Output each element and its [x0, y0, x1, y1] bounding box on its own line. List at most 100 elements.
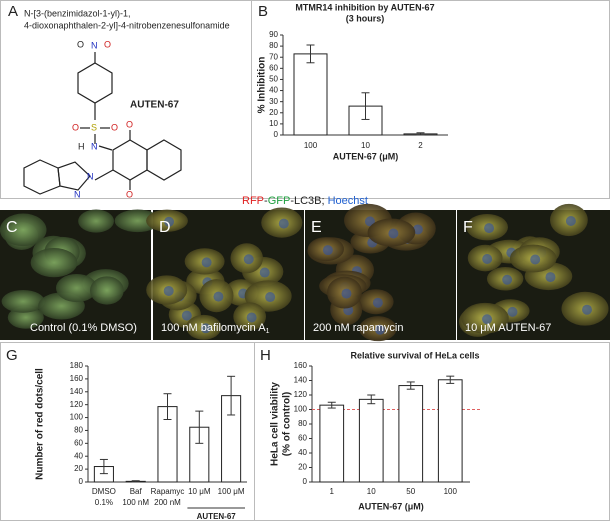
error-bar [99, 458, 108, 475]
x-tick-label: 100 μM [218, 487, 245, 496]
atom: O [104, 39, 111, 49]
y-tick-label: 40 [269, 86, 278, 95]
y-tick-label: 40 [74, 451, 83, 460]
nucleus [322, 245, 333, 256]
x-tick-label: 100 [304, 141, 318, 150]
cell [55, 273, 98, 303]
y-tick-label: 0 [79, 477, 84, 486]
y-tick-label: 50 [269, 75, 278, 84]
y-tick-label: 120 [70, 400, 84, 409]
atom: S [91, 122, 97, 132]
cell [78, 209, 114, 233]
y-tick-label: 100 [294, 405, 308, 414]
y-tick-label: 60 [269, 63, 278, 72]
x-tick-label: 2 [418, 141, 423, 150]
x-tick-label: Rapamyc [151, 487, 185, 496]
nucleus [412, 224, 423, 235]
cell [90, 276, 124, 305]
panel-label: B [258, 3, 268, 20]
y-tick-label: 140 [294, 376, 308, 385]
y-tick-label: 80 [298, 419, 307, 428]
nucleus [213, 291, 224, 302]
error-bar [367, 394, 376, 405]
nucleus [201, 257, 212, 268]
nucleus [582, 304, 593, 315]
x-tick-label: 10 μM [188, 487, 211, 496]
panel-label: H [260, 347, 271, 364]
error-bar [327, 401, 336, 409]
cell [1, 290, 45, 313]
y-tick-label: 80 [269, 41, 278, 50]
x-axis-label: AUTEN-67 (μM) [358, 501, 424, 511]
y-axis-label: (% of control) [282, 392, 293, 456]
y-tick-label: 10 [269, 119, 278, 128]
y-tick-label: 160 [294, 361, 308, 370]
atom: N [91, 141, 98, 151]
nucleus [545, 272, 556, 283]
y-tick-label: 180 [70, 361, 84, 370]
panel-letter: C [6, 219, 18, 236]
y-tick-label: 120 [294, 390, 308, 399]
y-tick-label: 20 [74, 464, 83, 473]
microscopy-header: RFP-GFP-LC3B; Hoechst [242, 195, 368, 207]
atom: O [126, 119, 133, 129]
y-tick-label: 0 [303, 477, 308, 486]
y-tick-label: 90 [269, 30, 278, 39]
caption: 10 μM AUTEN-67 [465, 322, 551, 334]
nucleus [246, 312, 257, 323]
y-tick-label: 160 [70, 374, 84, 383]
nucleus [259, 267, 270, 278]
x-tick-label: 1 [330, 487, 335, 496]
caption-text: 10 μM AUTEN-67 [465, 322, 551, 334]
panel-label: A [8, 3, 18, 20]
nucleus [372, 297, 383, 308]
caption-text: 100 nM bafilomycin A [161, 322, 266, 334]
error-bar [406, 381, 415, 390]
y-tick-label: 60 [298, 434, 307, 443]
y-tick-label: 80 [74, 426, 83, 435]
nucleus [200, 323, 211, 334]
error-bar [131, 480, 140, 483]
header-part: - [264, 195, 268, 207]
y-tick-label: 0 [274, 130, 279, 139]
error-bar [416, 132, 425, 136]
atom: N [87, 171, 94, 181]
caption-sub: 1 [266, 328, 270, 335]
header-part: Hoechst [328, 195, 368, 207]
header-part: -LC3B; [290, 195, 327, 207]
microscopy: C Control (0.1% DMSO) D 100 nM bafilomycin … [0, 203, 610, 342]
compound-label: AUTEN-67 [130, 100, 179, 111]
x-tick-sublabel: 200 nM [154, 498, 181, 507]
y-axis-label: Number of red dots/cell [35, 368, 46, 480]
atom: O [72, 122, 79, 132]
nucleus [278, 218, 289, 229]
nucleus [484, 223, 495, 234]
y-tick-label: 140 [70, 387, 84, 396]
panel-letter: F [463, 219, 473, 236]
nucleus [565, 216, 576, 227]
compound-name: 4-dioxonaphthalen-2-yl]-4-nitrobenzenesu… [24, 20, 230, 30]
atom: N [91, 40, 98, 50]
caption: 100 nM bafilomycin A1 [161, 322, 270, 335]
nucleus [364, 216, 375, 227]
chart-subtitle: (3 hours) [346, 13, 385, 23]
header-part: RFP [242, 195, 264, 207]
x-tick-label: 100 [444, 487, 458, 496]
error-bar [306, 44, 315, 64]
group-label: AUTEN-67 [197, 512, 237, 521]
x-tick-label: Baf [130, 487, 143, 496]
x-axis-label: AUTEN-67 (μM) [333, 151, 399, 161]
atom: H [78, 141, 85, 151]
y-tick-label: 30 [269, 97, 278, 106]
y-tick-label: 100 [70, 413, 84, 422]
error-bar [446, 375, 455, 384]
caption: Control (0.1% DMSO) [30, 322, 137, 334]
y-tick-label: 40 [298, 448, 307, 457]
nucleus [163, 285, 174, 296]
panel-frame [254, 342, 610, 521]
caption-text: Control (0.1% DMSO) [30, 322, 137, 334]
nucleus [482, 314, 493, 325]
nucleus [374, 324, 385, 335]
atom: O [77, 39, 84, 49]
cell [30, 247, 78, 278]
